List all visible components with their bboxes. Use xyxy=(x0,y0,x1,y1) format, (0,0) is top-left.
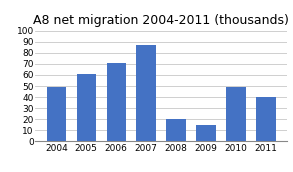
Bar xyxy=(76,74,96,141)
Title: A8 net migration 2004-2011 (thousands): A8 net migration 2004-2011 (thousands) xyxy=(33,14,289,27)
Bar xyxy=(47,87,66,141)
Bar xyxy=(196,125,216,141)
Bar xyxy=(106,63,126,141)
Bar xyxy=(137,45,156,141)
Bar xyxy=(226,87,246,141)
Bar xyxy=(256,97,276,141)
Bar xyxy=(166,119,186,141)
